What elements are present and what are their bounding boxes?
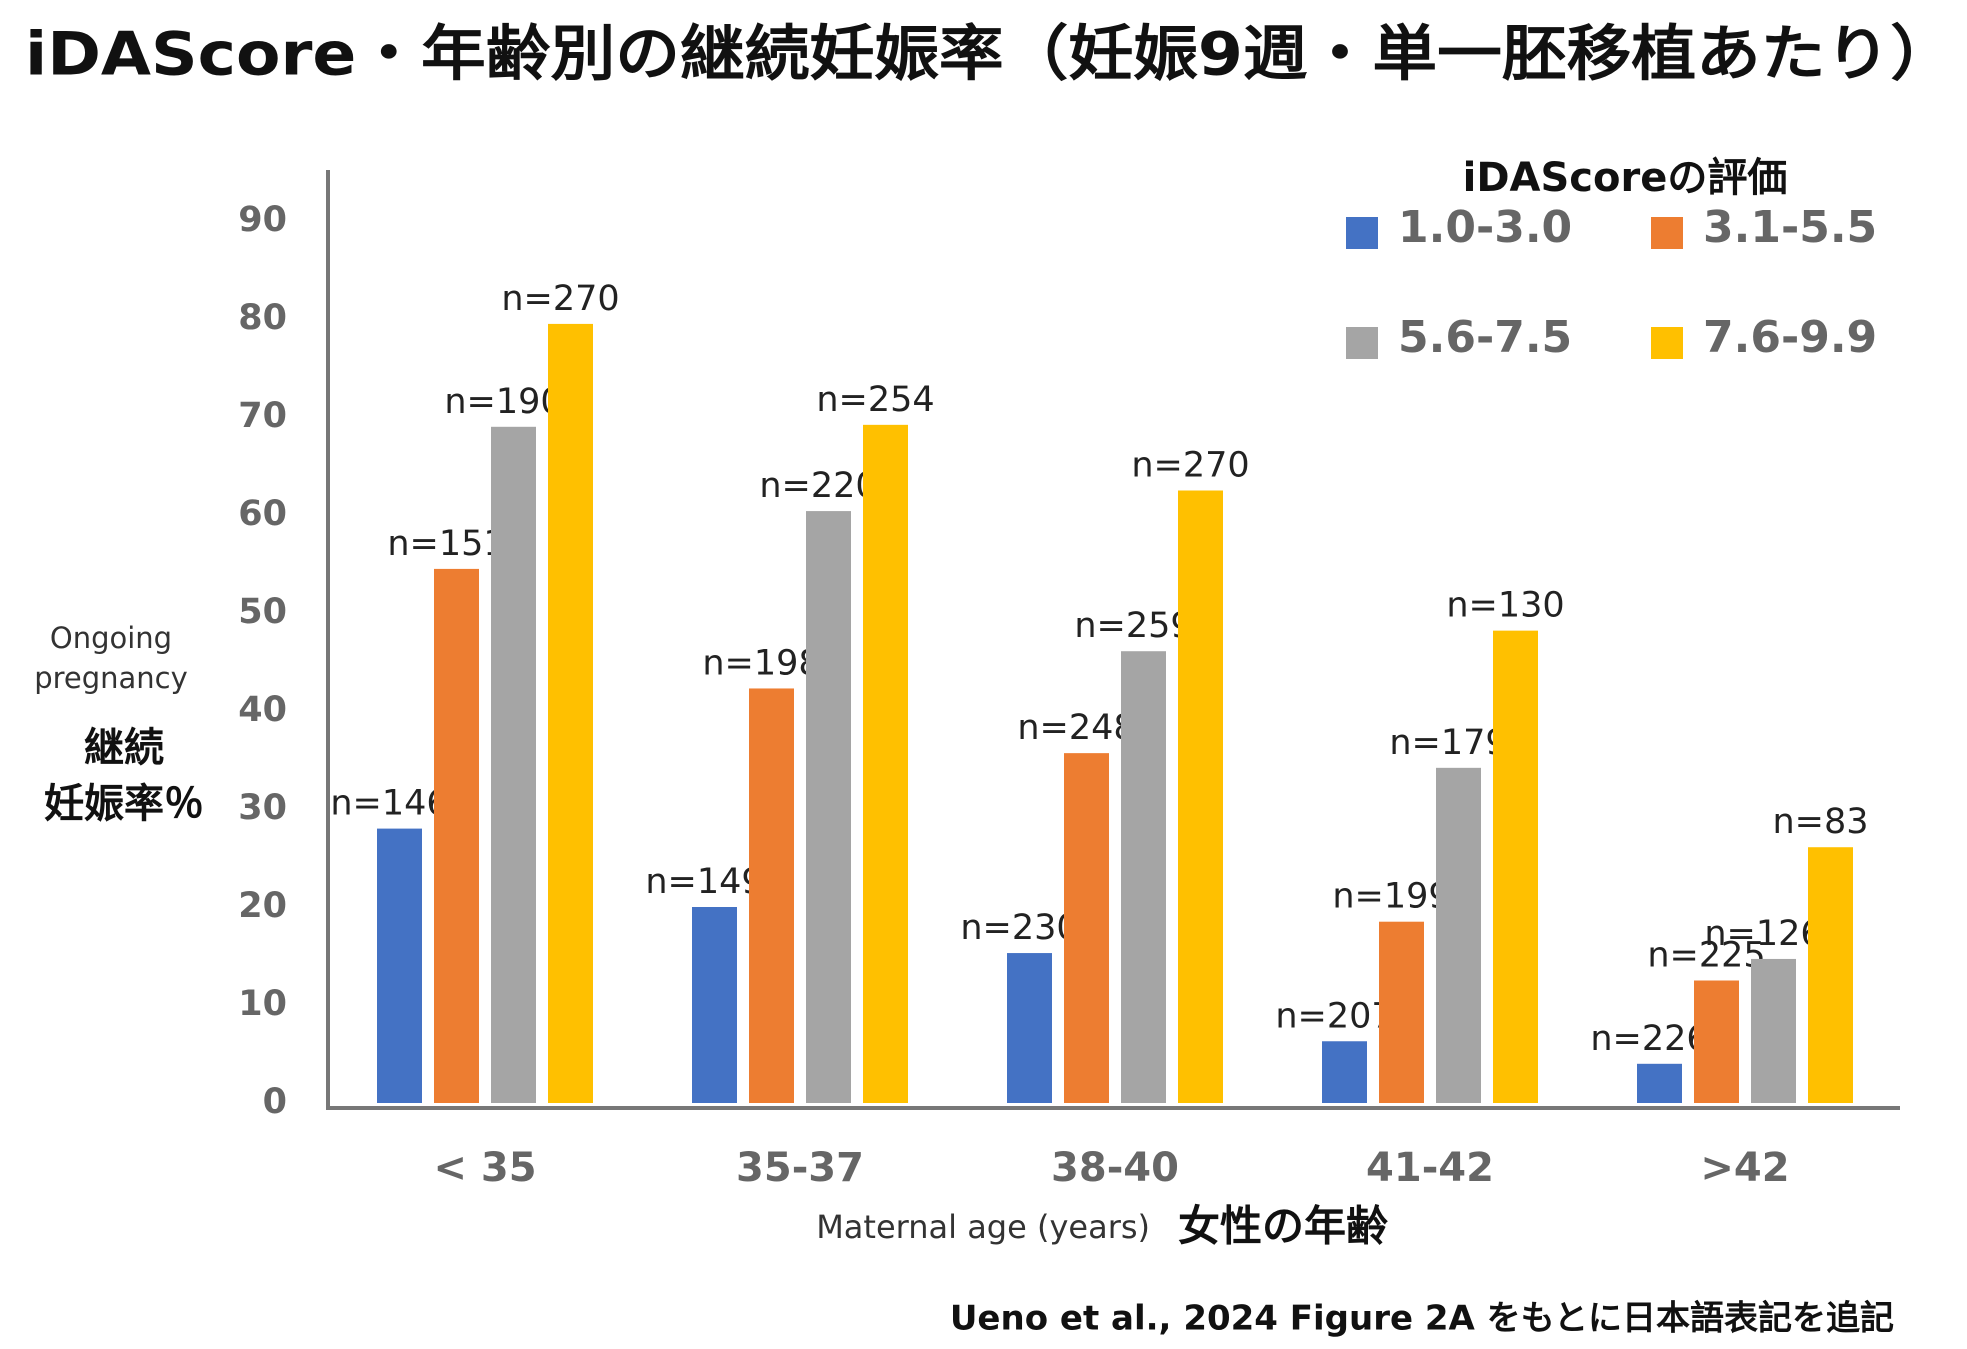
n-label: n=220 xyxy=(759,466,877,506)
n-label: n=226 xyxy=(1590,1019,1708,1059)
n-label: n=254 xyxy=(816,380,934,420)
bar xyxy=(1637,1063,1682,1103)
legend-label: 3.1-5.5 xyxy=(1703,202,1877,253)
n-label: n=199 xyxy=(1332,877,1450,917)
y-tick-label: 60 xyxy=(238,494,287,534)
y-tick-label: 0 xyxy=(263,1082,287,1122)
y-tick-label: 90 xyxy=(238,200,287,240)
n-label: n=126 xyxy=(1704,914,1822,954)
legend-label: 1.0-3.0 xyxy=(1398,202,1572,253)
n-label: n=146 xyxy=(330,784,448,824)
bar xyxy=(491,426,536,1103)
n-label: n=149 xyxy=(645,862,763,902)
x-tick-label: 35-37 xyxy=(736,1145,864,1191)
bar xyxy=(1322,1041,1367,1103)
x-tick-label: 41-42 xyxy=(1366,1145,1494,1191)
n-label: n=198 xyxy=(702,643,820,683)
bar xyxy=(1436,767,1481,1103)
n-label: n=270 xyxy=(1131,446,1249,486)
x-axis-label-ja: 女性の年齢 xyxy=(1178,1202,1388,1251)
bar xyxy=(1178,490,1223,1103)
bar xyxy=(1751,958,1796,1103)
y-tick-label: 70 xyxy=(238,396,287,436)
bar xyxy=(1379,921,1424,1103)
bar xyxy=(863,424,908,1104)
bar xyxy=(1493,630,1538,1103)
y-tick-label: 50 xyxy=(238,592,287,632)
bar xyxy=(806,511,851,1104)
n-label: n=83 xyxy=(1772,802,1868,842)
legend-title: iDAScoreの評価 xyxy=(1463,155,1788,201)
y-tick-label: 30 xyxy=(238,788,287,828)
n-label: n=130 xyxy=(1446,586,1564,626)
x-axis-label: Maternal age (years) xyxy=(816,1208,1150,1246)
x-tick-label: 38-40 xyxy=(1051,1145,1179,1191)
x-tick-label: < 35 xyxy=(433,1145,536,1191)
n-label: n=259 xyxy=(1074,606,1192,646)
y-tick-label: 80 xyxy=(238,298,287,338)
n-label: n=179 xyxy=(1389,723,1507,763)
bar xyxy=(1121,651,1166,1103)
n-label: n=225 xyxy=(1647,936,1765,976)
y-tick-label: 40 xyxy=(238,690,287,730)
legend-swatch xyxy=(1651,327,1683,359)
bar xyxy=(1694,980,1739,1103)
bar xyxy=(548,323,593,1103)
n-label: n=151 xyxy=(387,524,505,564)
n-label: n=230 xyxy=(960,908,1078,948)
y-tick-label: 20 xyxy=(238,886,287,926)
legend-swatch xyxy=(1651,217,1683,249)
bar xyxy=(692,907,737,1103)
y-axis-label: pregnancy xyxy=(34,661,188,695)
y-tick-label: 10 xyxy=(238,984,287,1024)
bar xyxy=(1007,953,1052,1103)
n-label: n=190 xyxy=(444,382,562,422)
bar xyxy=(377,828,422,1103)
n-label: n=207 xyxy=(1275,996,1393,1036)
y-axis-label: Ongoing xyxy=(50,621,172,655)
bar xyxy=(749,688,794,1103)
y-axis-label-ja: 継続 xyxy=(84,725,164,771)
n-label: n=248 xyxy=(1017,708,1135,748)
source-note: Ueno et al., 2024 Figure 2A をもとに日本語表記を追記 xyxy=(950,1299,1894,1339)
y-axis-label-ja: 妊娠率％ xyxy=(44,781,204,827)
x-tick-label: >42 xyxy=(1700,1145,1789,1191)
bar xyxy=(1064,753,1109,1103)
legend-label: 7.6-9.9 xyxy=(1703,312,1877,363)
bar xyxy=(1808,847,1853,1103)
n-label: n=270 xyxy=(501,279,619,319)
legend-swatch xyxy=(1346,327,1378,359)
legend-label: 5.6-7.5 xyxy=(1398,312,1572,363)
bar xyxy=(434,568,479,1103)
legend-swatch xyxy=(1346,217,1378,249)
chart-title: iDAScore・年齢別の継続妊娠率（妊娠9週・単一胚移植あたり） xyxy=(25,20,1955,90)
